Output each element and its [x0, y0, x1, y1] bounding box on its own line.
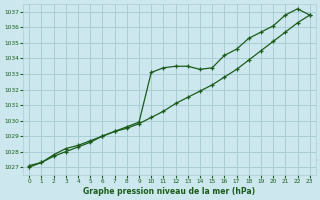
- X-axis label: Graphe pression niveau de la mer (hPa): Graphe pression niveau de la mer (hPa): [84, 187, 256, 196]
